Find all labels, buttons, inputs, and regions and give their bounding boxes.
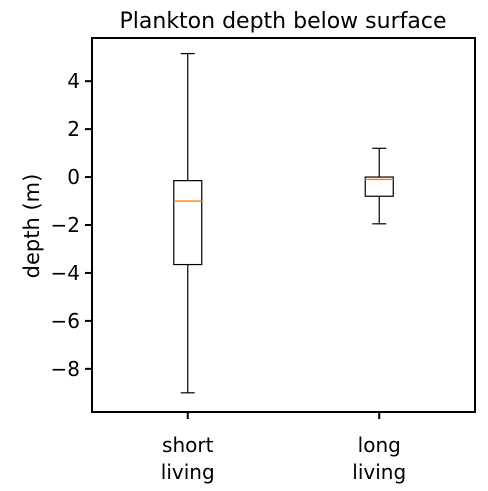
box-2 [364,147,394,225]
x-axis: short living long living [161,412,406,484]
y-tick-label: 2 [67,117,80,141]
box-1 [173,52,203,394]
x-tick-label: living [161,460,215,484]
x-tick-label: short [162,433,214,457]
axes-frame [91,37,476,413]
iqr-box [364,176,394,197]
y-tick-label: 4 [67,69,80,93]
x-tick-label: long [358,433,401,457]
plot-area [173,52,394,394]
chart-title: Plankton depth below surface [120,9,447,34]
iqr-box [173,180,203,266]
y-tick-label: −6 [51,309,80,333]
y-tick-label: 0 [67,165,80,189]
x-tick-label: living [352,460,406,484]
y-axis: 4 2 0 −2 −4 −6 −8 [51,69,92,381]
y-tick-label: −8 [51,357,80,381]
y-axis-title: depth (m) [20,174,44,279]
y-tick-label: −2 [51,213,80,237]
y-tick-label: −4 [51,261,80,285]
